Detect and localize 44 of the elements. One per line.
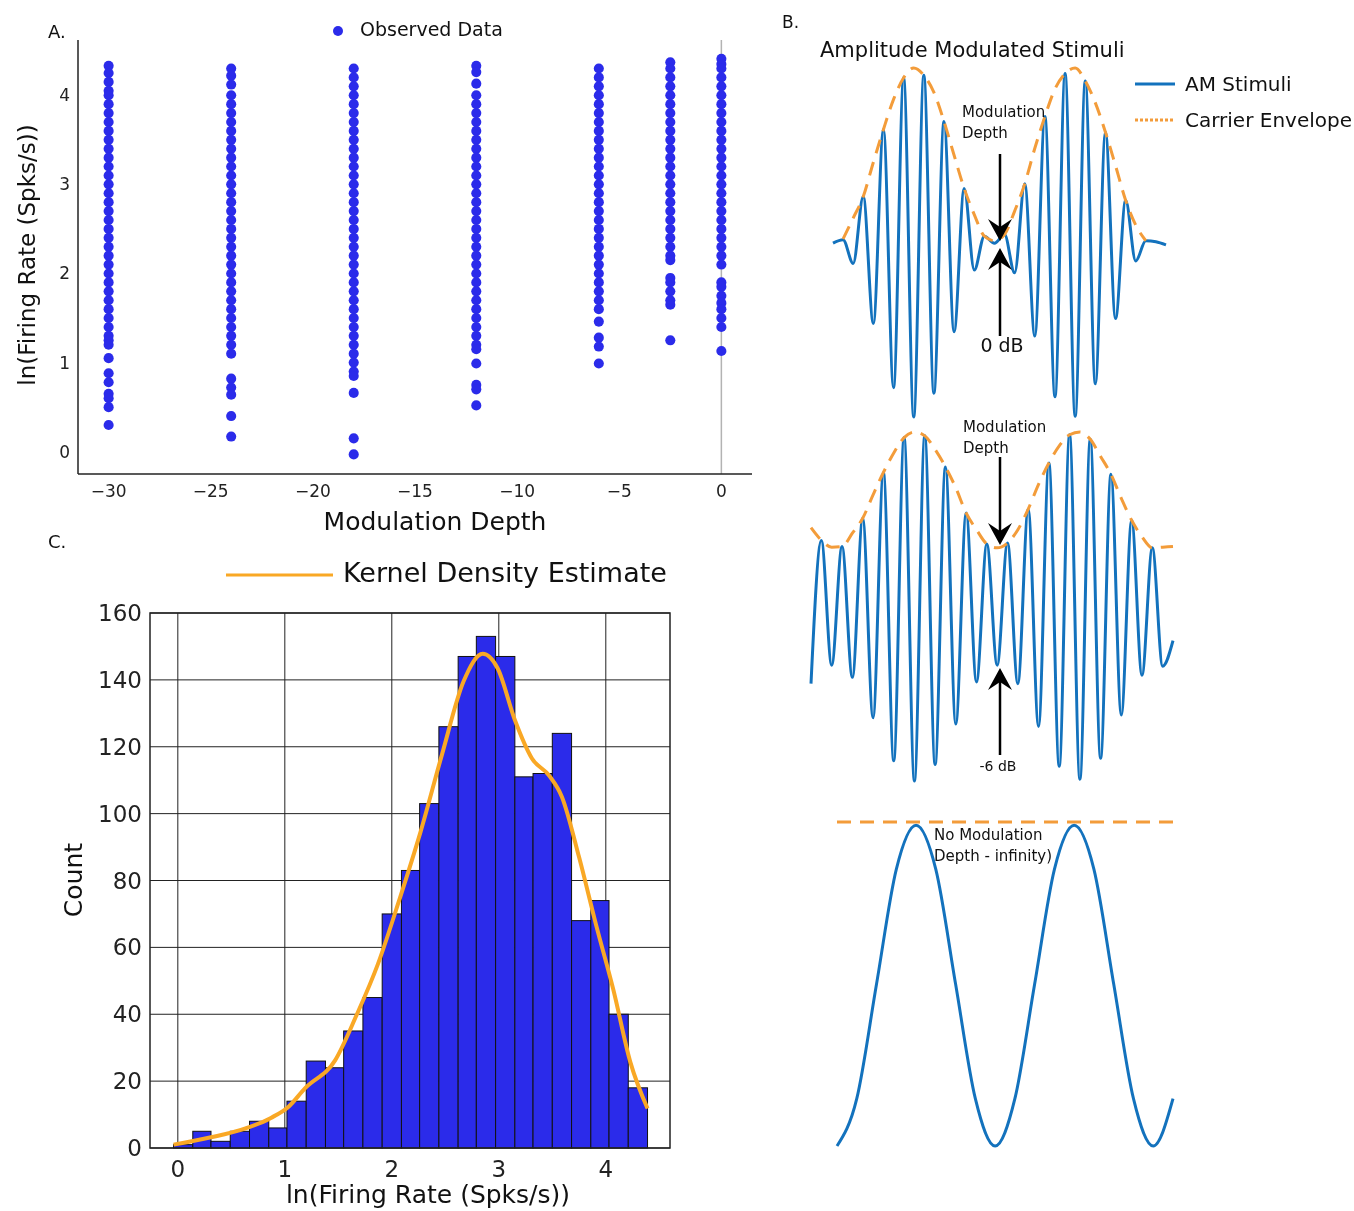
y-tick-label: 40 <box>112 1001 142 1028</box>
y-tick-label: 0 <box>59 441 70 462</box>
y-axis-title: ln(Firing Rate (Spks/s)) <box>14 124 40 386</box>
y-tick-label: 80 <box>112 867 142 894</box>
annotation: Modulation Depth <box>962 103 1046 142</box>
x-tick-label: −30 <box>90 481 127 501</box>
x-tick-label: 0 <box>715 481 727 501</box>
y-tick-label: 140 <box>98 666 142 693</box>
x-tick-label: 3 <box>491 1156 507 1182</box>
annotation: No Modulation Depth - infinity) <box>934 826 1053 865</box>
chart-title: Amplitude Modulated Stimuli <box>820 38 1125 62</box>
y-tick-label: 160 <box>98 600 142 627</box>
x-tick-label: −20 <box>294 481 331 501</box>
text: A. <box>48 21 66 42</box>
y-tick-label: 60 <box>112 934 142 961</box>
x-tick-label: −10 <box>499 481 536 501</box>
legend-label: Carrier Envelope <box>1185 108 1353 132</box>
x-tick-label: 4 <box>598 1156 614 1182</box>
legend-label: Kernel Density Estimate <box>343 557 667 588</box>
x-tick-label: 0 <box>170 1156 186 1182</box>
annotation: 0 dB <box>980 334 1024 356</box>
text: B. <box>782 12 800 32</box>
legend-label: Observed Data <box>360 18 503 40</box>
y-tick-label: 100 <box>98 800 142 827</box>
x-tick-label: −25 <box>192 481 229 501</box>
text: C. <box>48 531 67 552</box>
y-tick-label: 4 <box>59 85 70 106</box>
annotation: -6 dB <box>979 758 1017 774</box>
y-tick-label: 120 <box>98 733 142 760</box>
x-axis-title: ln(Firing Rate (Spks/s)) <box>285 1180 571 1209</box>
annotation: Modulation Depth <box>963 418 1047 457</box>
y-tick-label: 20 <box>112 1068 142 1095</box>
legend-label: AM Stimuli <box>1185 72 1292 96</box>
y-tick-label: 2 <box>59 263 70 284</box>
y-tick-label: 1 <box>59 352 70 373</box>
x-axis-title: Modulation Depth <box>323 507 547 536</box>
line-series <box>171 651 650 1147</box>
x-tick-label: −15 <box>397 481 433 501</box>
y-tick-label: 0 <box>127 1135 142 1162</box>
x-tick-label: 1 <box>277 1156 293 1182</box>
x-tick-label: 2 <box>384 1156 400 1182</box>
x-tick-label: −5 <box>606 481 632 501</box>
y-tick-label: 3 <box>59 174 70 195</box>
y-axis-title: Count <box>59 842 88 918</box>
